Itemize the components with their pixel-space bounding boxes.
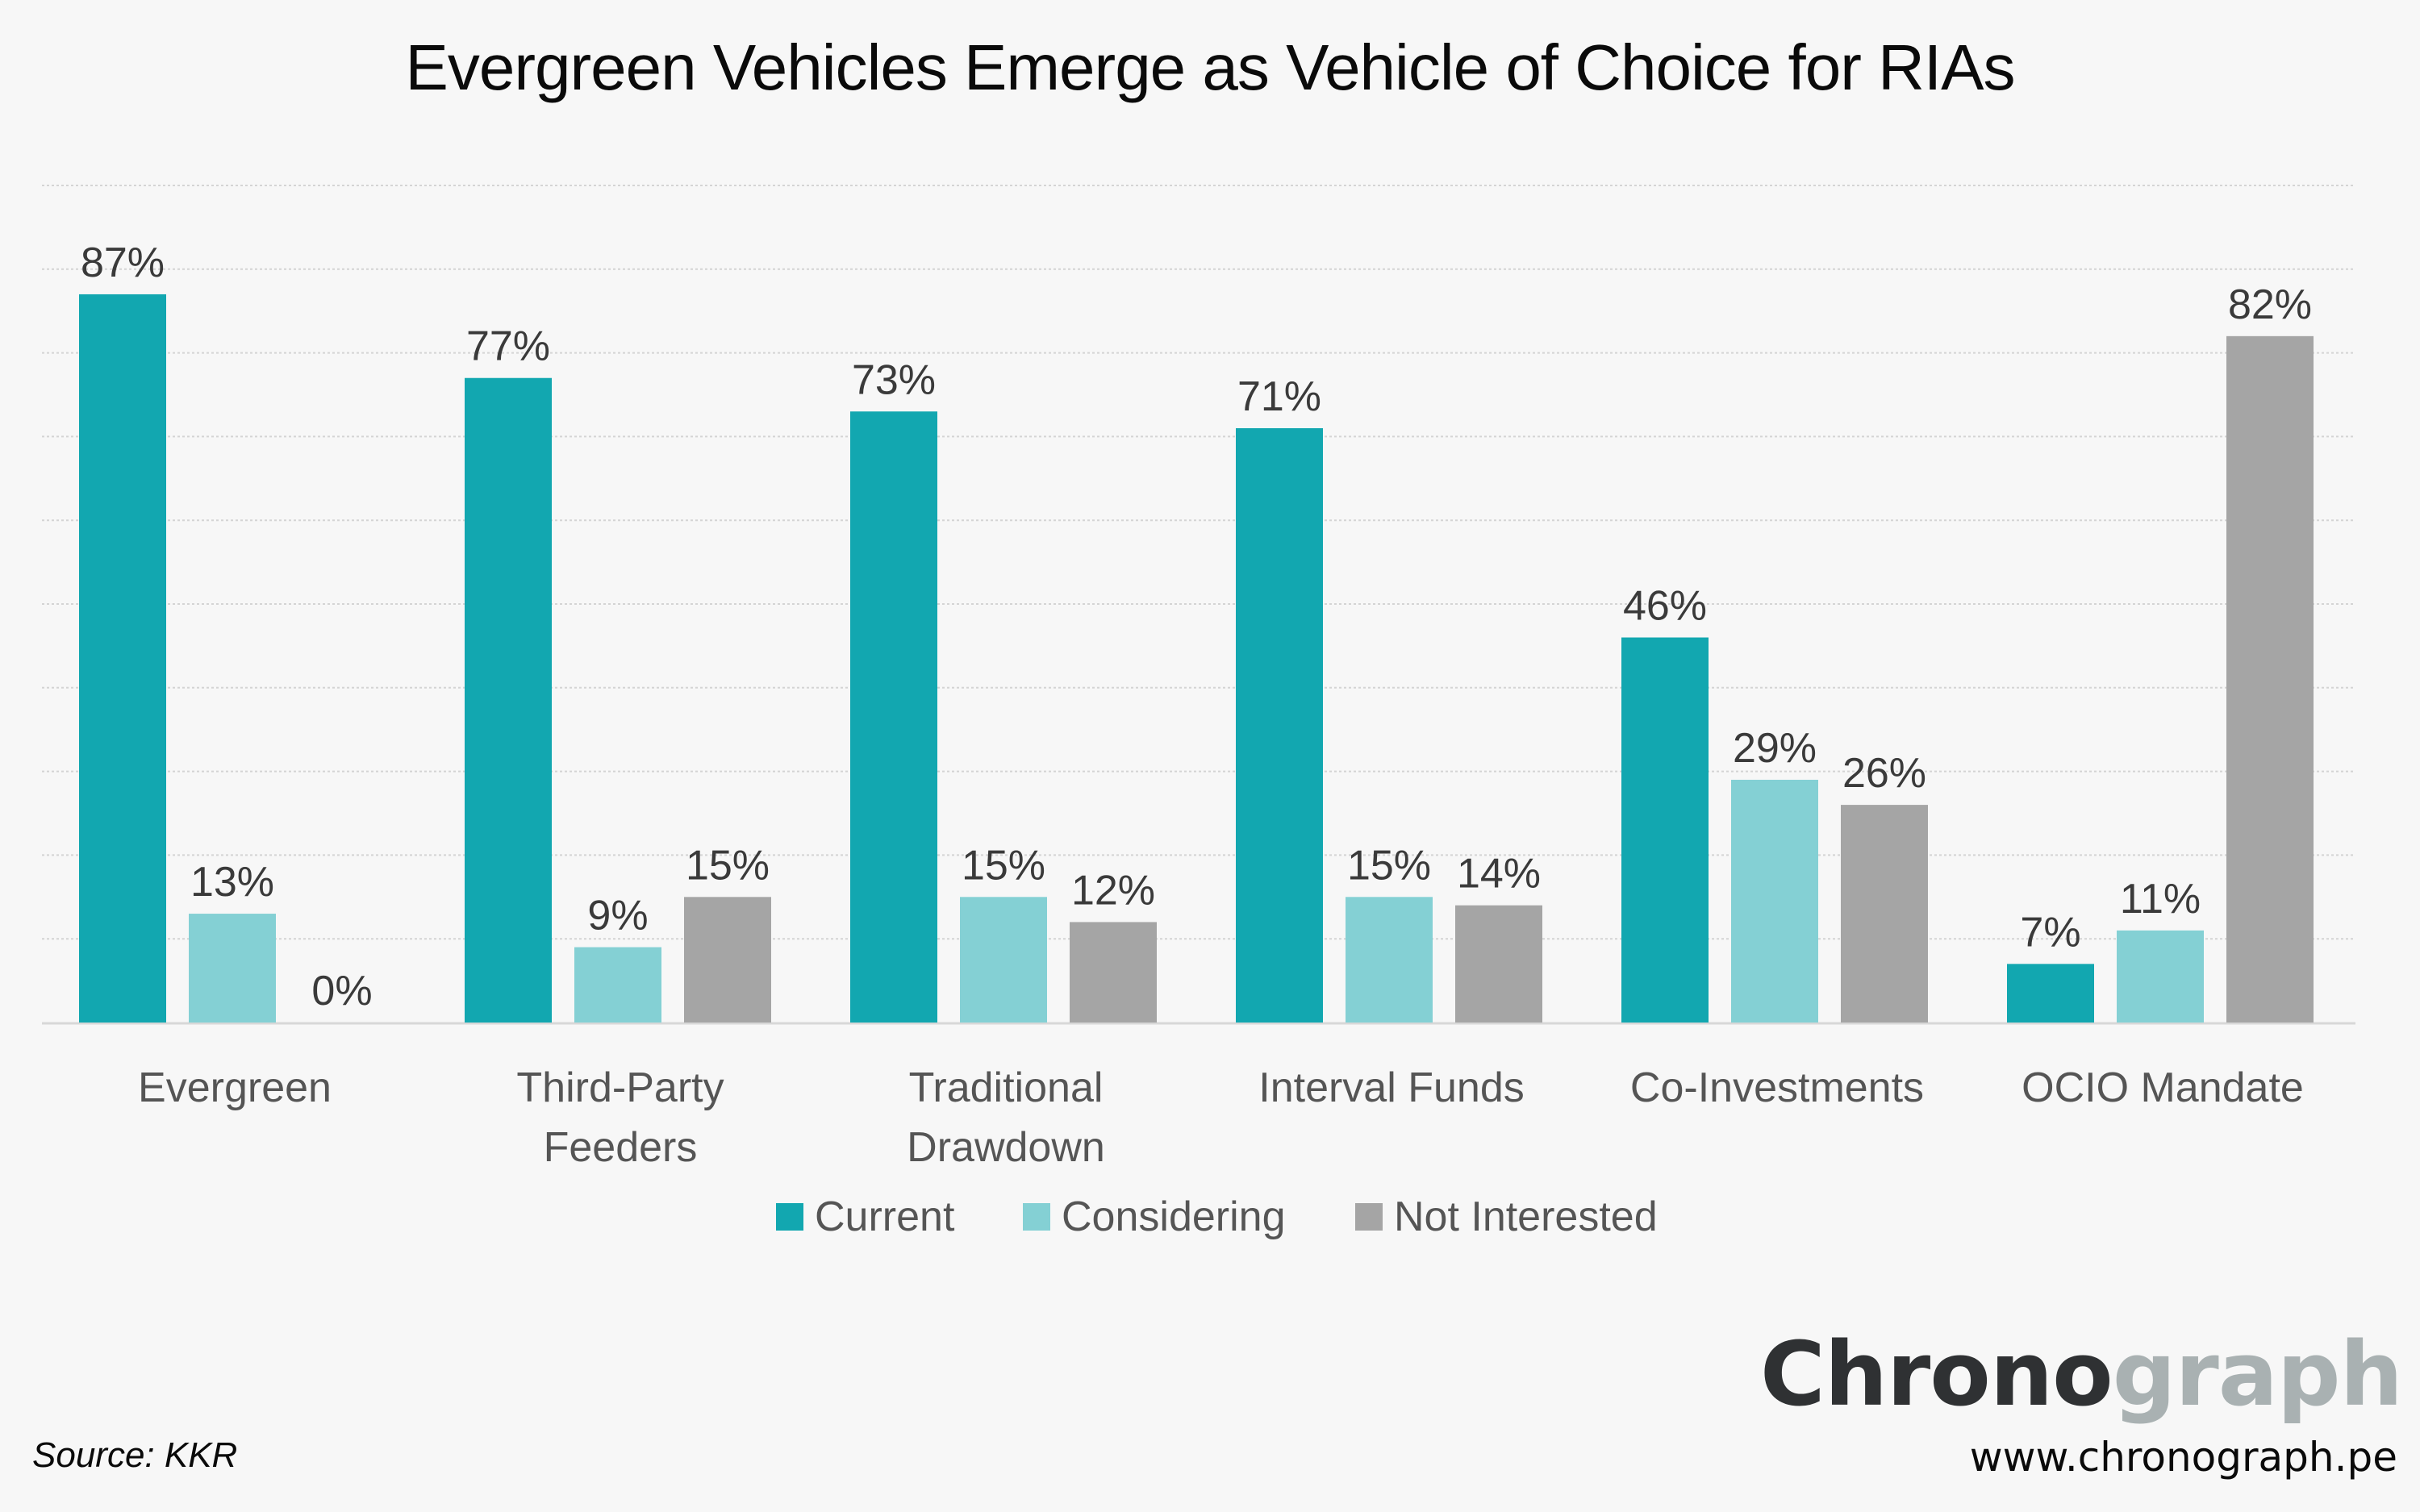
bar-current [1236,428,1323,1023]
x-tick-label-line: Interval Funds [1258,1064,1525,1111]
bar-current [79,294,166,1023]
data-label: 46% [1623,583,1707,630]
data-label: 82% [2228,281,2312,328]
data-label: 7% [2020,909,2080,956]
bar-not-interested [2226,335,2314,1023]
brand-logo-light: graph [2112,1322,2403,1426]
value-labels: 87% 13% 0% 77% 9% 15% 73% 15% 12% 71% 15% 14% 46% 29%… [81,240,2312,1014]
data-label: 13% [190,859,274,906]
data-label: 77% [466,323,550,370]
data-label: 15% [1347,842,1431,889]
legend-swatch [1355,1203,1383,1231]
data-label: 12% [1071,867,1155,914]
legend-label: Current [815,1193,955,1240]
data-label: 73% [852,356,936,403]
bar-considering [960,897,1047,1023]
data-label: 15% [962,842,1045,889]
bar-considering [574,947,661,1023]
x-tick-label: Third-Party Feeders [516,1064,724,1171]
bar-not-interested [1070,922,1157,1023]
brand-url[interactable]: www.chronograph.pe [1969,1434,2397,1481]
bar-current [1621,637,1709,1023]
gridlines [42,185,2355,1025]
brand-logo: Chronograph [1759,1322,2403,1426]
data-label: 29% [1733,725,1817,772]
legend-swatch [776,1203,803,1231]
chart-title: Evergreen Vehicles Emerge as Vehicle of … [405,31,2016,103]
x-tick-label-line: Evergreen [138,1064,332,1111]
x-tick-label-line: OCIO Mandate [2022,1064,2304,1111]
legend-swatch [1023,1203,1050,1231]
bar-current [2007,964,2094,1023]
bar-considering [189,914,276,1023]
data-label: 15% [686,842,770,889]
data-label: 71% [1237,373,1321,420]
bar-current [465,377,552,1023]
bar-considering [2117,930,2204,1023]
x-tick-label-line: Third-Party [516,1064,724,1111]
data-label: 9% [587,893,648,939]
x-tick-label: Traditional Drawdown [907,1064,1105,1171]
legend: Current Considering Not Interested [776,1193,1658,1240]
x-tick-label-line: Drawdown [907,1124,1105,1171]
bar-considering [1346,897,1433,1023]
x-tick-label-line: Co-Investments [1630,1064,1924,1111]
data-label: 14% [1457,851,1541,898]
bar-not-interested [1841,805,1928,1023]
x-tick-label: Evergreen [138,1064,332,1111]
source-note: Source: KKR [32,1435,238,1475]
bar-not-interested [1455,905,1542,1023]
legend-label: Not Interested [1394,1193,1658,1240]
data-label: 87% [81,240,165,286]
x-tick-label: Interval Funds [1258,1064,1525,1111]
x-tick-labels: Evergreen Third-Party Feeders Traditional Dr… [138,1064,2304,1171]
data-label: 26% [1842,750,1926,797]
x-tick-label-line: Feeders [544,1124,698,1171]
bar-considering [1731,779,1818,1023]
brand-logo-dark: Chrono [1759,1322,2113,1426]
x-tick-label: OCIO Mandate [2022,1064,2304,1111]
bar-current [850,411,937,1023]
x-tick-label-line: Traditional [909,1064,1104,1111]
data-label: 0% [311,968,372,1014]
legend-label: Considering [1062,1193,1286,1240]
x-tick-label: Co-Investments [1630,1064,1924,1111]
data-label: 11% [2120,876,2201,923]
bars [79,294,2314,1023]
bar-not-interested [684,897,771,1023]
